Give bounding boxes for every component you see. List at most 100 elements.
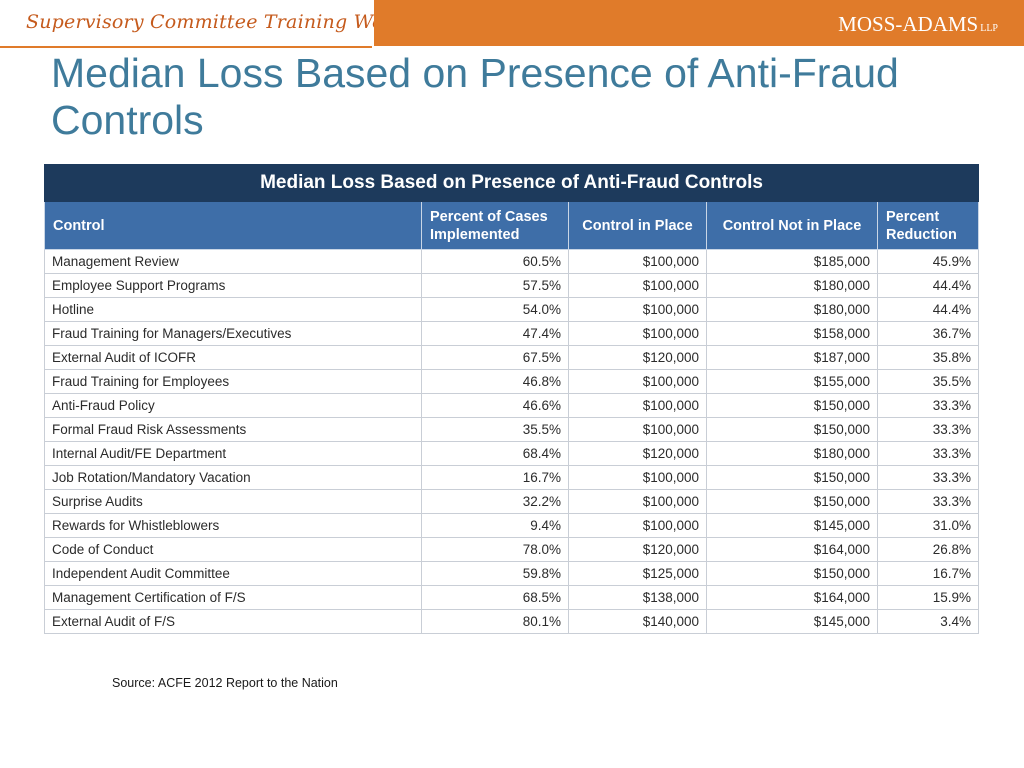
cell-control: Fraud Training for Managers/Executives [44, 321, 422, 346]
cell-percent-reduction: 26.8% [876, 537, 980, 562]
cell-control-not-in-place: $145,000 [706, 609, 878, 634]
table-row: Fraud Training for Employees 46.8% $100,00… [44, 369, 980, 394]
cell-control-not-in-place: $158,000 [706, 321, 878, 346]
cell-control-not-in-place: $185,000 [706, 249, 878, 274]
cell-percent-implemented: 68.5% [421, 585, 569, 610]
cell-percent-reduction: 44.4% [876, 273, 980, 298]
cell-control-in-place: $100,000 [568, 489, 707, 514]
cell-control-not-in-place: $150,000 [706, 465, 878, 490]
anti-fraud-controls-table: Median Loss Based on Presence of Anti-Fr… [43, 164, 980, 634]
table-row: Fraud Training for Managers/Executives 47… [44, 321, 980, 346]
cell-control: Fraud Training for Employees [44, 369, 422, 394]
column-header-control-in-place: Control in Place [568, 201, 707, 250]
cell-control-not-in-place: $150,000 [706, 489, 878, 514]
table-row: External Audit of F/S 80.1% $140,000 $145,0… [44, 609, 980, 634]
workshop-banner: Supervisory Committee Training Workshop [0, 0, 451, 48]
cell-percent-implemented: 80.1% [421, 609, 569, 634]
cell-percent-implemented: 16.7% [421, 465, 569, 490]
cell-control-in-place: $100,000 [568, 393, 707, 418]
cell-control: Employee Support Programs [44, 273, 422, 298]
cell-percent-reduction: 16.7% [876, 561, 980, 586]
table-row: Surprise Audits 32.2% $100,000 $150,000 33.3… [44, 489, 980, 514]
brand-bar: MOSS-ADAMS LLP [374, 0, 1024, 46]
cell-control-in-place: $100,000 [568, 273, 707, 298]
cell-percent-reduction: 15.9% [876, 585, 980, 610]
cell-control: Anti-Fraud Policy [44, 393, 422, 418]
cell-control-not-in-place: $150,000 [706, 393, 878, 418]
cell-control-not-in-place: $180,000 [706, 441, 878, 466]
cell-control: Management Certification of F/S [44, 585, 422, 610]
cell-control-in-place: $120,000 [568, 345, 707, 370]
cell-percent-reduction: 33.3% [876, 465, 980, 490]
cell-control-not-in-place: $155,000 [706, 369, 878, 394]
cell-percent-reduction: 35.5% [876, 369, 980, 394]
table-row: Rewards for Whistleblowers 9.4% $100,000 $1… [44, 513, 980, 538]
cell-control: Job Rotation/Mandatory Vacation [44, 465, 422, 490]
cell-control: Formal Fraud Risk Assessments [44, 417, 422, 442]
cell-control: Surprise Audits [44, 489, 422, 514]
cell-percent-reduction: 33.3% [876, 393, 980, 418]
cell-percent-reduction: 33.3% [876, 489, 980, 514]
cell-control-in-place: $125,000 [568, 561, 707, 586]
cell-control: Hotline [44, 297, 422, 322]
cell-control-in-place: $120,000 [568, 537, 707, 562]
column-header-percent-implemented: Percent of Cases Implemented [421, 201, 569, 250]
table-title-row: Median Loss Based on Presence of Anti-Fr… [43, 164, 980, 202]
table-row: Anti-Fraud Policy 46.6% $100,000 $150,000 33… [44, 393, 980, 418]
cell-percent-implemented: 9.4% [421, 513, 569, 538]
table-header-row: Control Percent of Cases Implemented Con… [44, 201, 980, 250]
cell-control-in-place: $100,000 [568, 321, 707, 346]
cell-control-in-place: $100,000 [568, 513, 707, 538]
cell-control-not-in-place: $180,000 [706, 297, 878, 322]
cell-control: Code of Conduct [44, 537, 422, 562]
cell-percent-implemented: 35.5% [421, 417, 569, 442]
cell-percent-implemented: 46.8% [421, 369, 569, 394]
cell-percent-implemented: 60.5% [421, 249, 569, 274]
cell-percent-reduction: 44.4% [876, 297, 980, 322]
cell-control-not-in-place: $145,000 [706, 513, 878, 538]
cell-control-in-place: $100,000 [568, 249, 707, 274]
top-banner: Supervisory Committee Training Workshop … [0, 0, 1024, 48]
cell-control-in-place: $100,000 [568, 369, 707, 394]
cell-percent-implemented: 46.6% [421, 393, 569, 418]
cell-percent-reduction: 33.3% [876, 417, 980, 442]
cell-control-in-place: $100,000 [568, 417, 707, 442]
cell-control-in-place: $120,000 [568, 441, 707, 466]
table-row: Independent Audit Committee 59.8% $125,000… [44, 561, 980, 586]
cell-control-in-place: $140,000 [568, 609, 707, 634]
cell-control: Management Review [44, 249, 422, 274]
cell-percent-implemented: 59.8% [421, 561, 569, 586]
column-header-control: Control [44, 201, 422, 250]
cell-control-not-in-place: $150,000 [706, 561, 878, 586]
cell-percent-reduction: 33.3% [876, 441, 980, 466]
table-row: Job Rotation/Mandatory Vacation 16.7% $100… [44, 465, 980, 490]
cell-percent-reduction: 31.0% [876, 513, 980, 538]
cell-percent-implemented: 78.0% [421, 537, 569, 562]
table-row: Employee Support Programs 57.5% $100,000 $1… [44, 273, 980, 298]
cell-control-in-place: $100,000 [568, 297, 707, 322]
cell-control: External Audit of ICOFR [44, 345, 422, 370]
cell-percent-implemented: 32.2% [421, 489, 569, 514]
cell-percent-implemented: 57.5% [421, 273, 569, 298]
cell-percent-implemented: 67.5% [421, 345, 569, 370]
table-title: Median Loss Based on Presence of Anti-Fr… [43, 164, 980, 202]
column-header-control-not-in-place: Control Not in Place [706, 201, 878, 250]
source-note: Source: ACFE 2012 Report to the Nation [112, 676, 338, 690]
table-row: Management Certification of F/S 68.5% $138… [44, 585, 980, 610]
column-header-percent-reduction: Percent Reduction [876, 201, 980, 250]
cell-percent-reduction: 35.8% [876, 345, 980, 370]
cell-percent-implemented: 47.4% [421, 321, 569, 346]
cell-control-not-in-place: $150,000 [706, 417, 878, 442]
logo-text: MOSS-ADAMS [838, 12, 979, 36]
table-row: Hotline 54.0% $100,000 $180,000 44.4% [44, 297, 980, 322]
cell-control-not-in-place: $164,000 [706, 585, 878, 610]
cell-control-in-place: $138,000 [568, 585, 707, 610]
table-body: Management Review 60.5% $100,000 $185,000 45… [44, 249, 980, 634]
cell-control: Independent Audit Committee [44, 561, 422, 586]
table-row: Formal Fraud Risk Assessments 35.5% $100,0… [44, 417, 980, 442]
cell-control-not-in-place: $164,000 [706, 537, 878, 562]
logo-suffix: LLP [980, 23, 998, 34]
cell-percent-reduction: 45.9% [876, 249, 980, 274]
table-row: Internal Audit/FE Department 68.4% $120,00… [44, 441, 980, 466]
cell-control-not-in-place: $187,000 [706, 345, 878, 370]
